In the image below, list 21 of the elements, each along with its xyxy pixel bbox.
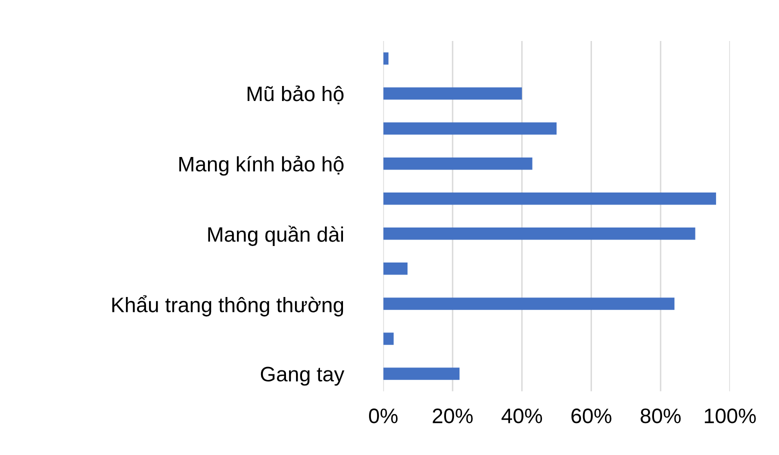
bar (383, 52, 388, 65)
y-tick-label: Mang quần dài (208, 226, 343, 246)
bar (383, 228, 696, 240)
bar (383, 122, 557, 135)
x-tick-label: 20% (432, 408, 473, 424)
x-tick-label: 40% (502, 408, 542, 424)
bar (383, 298, 674, 310)
x-tick-label: 100% (704, 408, 756, 424)
y-tick-label: Khẩu trang thông thường (112, 295, 344, 316)
bar (383, 192, 716, 205)
bar (383, 332, 394, 345)
bar (383, 262, 408, 275)
y-tick-label: Gang tay (260, 366, 344, 386)
bar (383, 368, 460, 380)
x-tick-label: 60% (571, 408, 612, 424)
x-tick-label: 80% (640, 408, 681, 424)
y-tick-label: Mũ bảo hộ (248, 86, 344, 104)
bar (383, 157, 532, 170)
y-tick-label: Mang kính bảo hộ (179, 156, 344, 176)
x-tick-label: 0% (369, 408, 398, 424)
bar (383, 87, 522, 100)
